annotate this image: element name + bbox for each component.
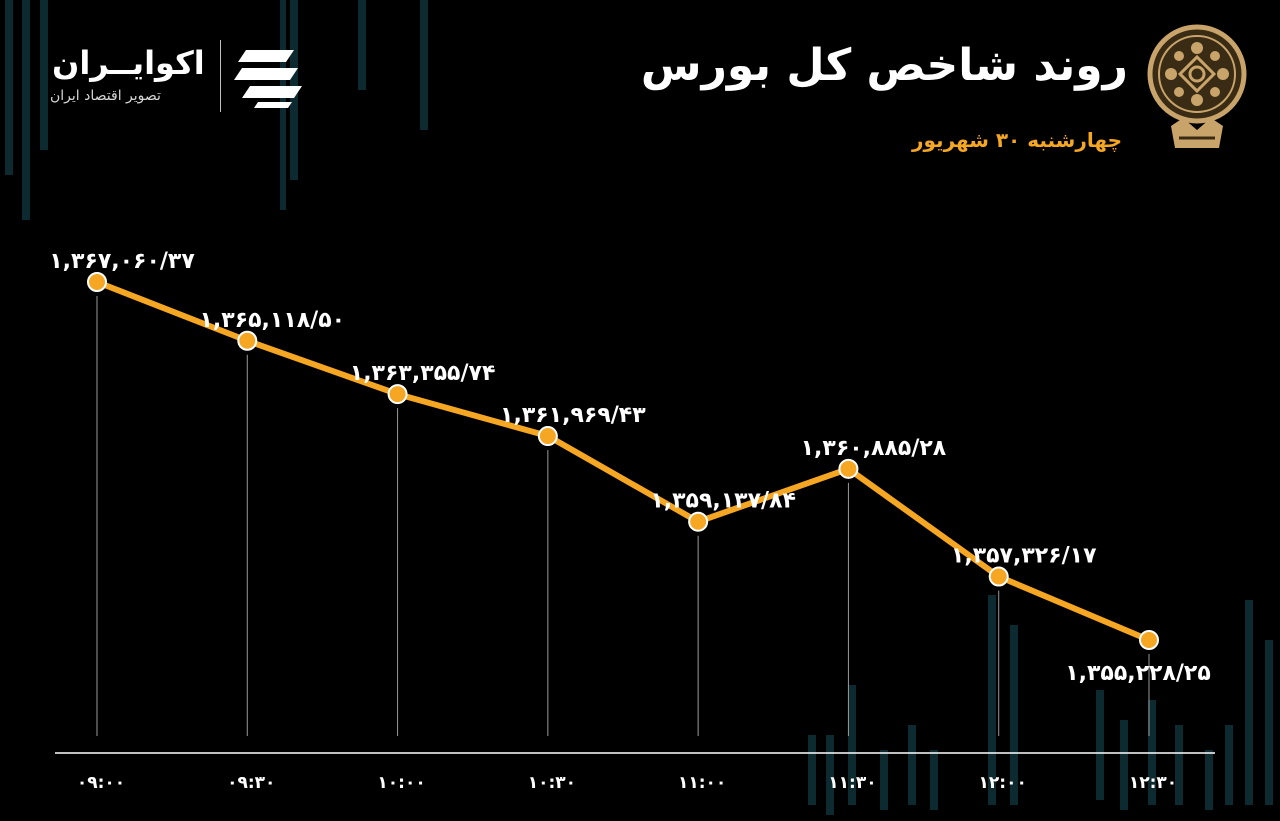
x-tick-label: ۱۲:۰۰ — [979, 773, 1027, 793]
background-bar — [880, 750, 888, 810]
background-bar — [5, 0, 13, 175]
series-line — [94, 279, 1152, 643]
brand-divider — [220, 40, 221, 112]
page-title: روند شاخص کل بورس — [640, 40, 1128, 91]
background-bar — [40, 0, 48, 150]
background-bar — [22, 0, 30, 220]
data-point — [838, 458, 859, 479]
background-bar — [358, 0, 366, 90]
background-bar — [808, 735, 816, 805]
data-point — [537, 426, 558, 447]
data-point — [1139, 630, 1159, 650]
background-bar — [908, 725, 916, 805]
background-bar — [1096, 690, 1104, 800]
x-tick-label: ۱۰:۰۰ — [377, 773, 425, 793]
brand-name: اکوایــران — [52, 44, 205, 82]
background-bar — [930, 750, 938, 810]
data-label: ۱,۳۶۷,۰۶۰/۳۷ — [49, 249, 195, 274]
x-tick-label: ۱۱:۳۰ — [828, 773, 876, 793]
x-tick-label: ۰۹:۳۰ — [227, 773, 275, 793]
tehran-stock-exchange-emblem-icon — [1147, 24, 1247, 148]
data-label: ۱,۳۶۳,۳۵۵/۷۴ — [350, 361, 496, 386]
background-bar — [988, 595, 996, 805]
brand-tagline: تصویر اقتصاد ایران — [50, 88, 161, 104]
data-label: ۱,۳۵۵,۲۲۸/۲۵ — [1065, 661, 1211, 686]
data-label: ۱,۳۶۱,۹۶۹/۴۳ — [500, 403, 646, 428]
background-bar — [420, 0, 428, 130]
x-tick-label: ۱۰:۳۰ — [528, 773, 576, 793]
data-point — [237, 330, 258, 351]
data-label: ۱,۳۶۵,۱۱۸/۵۰ — [199, 308, 345, 333]
data-point — [688, 511, 709, 532]
x-tick-label: ۱۲:۳۰ — [1129, 773, 1177, 793]
date-subtitle: چهارشنبه ۳۰ شهریور — [912, 128, 1122, 152]
background-bar — [1120, 720, 1128, 810]
data-point — [387, 384, 408, 405]
background-bar — [1205, 750, 1213, 810]
background-bar — [848, 685, 856, 805]
data-label: ۱,۳۶۰,۸۸۵/۲۸ — [801, 436, 947, 461]
data-label: ۱,۳۵۷,۳۲۶/۱۷ — [951, 544, 1097, 569]
background-bar — [1010, 625, 1018, 805]
x-tick-label: ۰۹:۰۰ — [77, 773, 125, 793]
background-bar — [1175, 725, 1183, 805]
background-bar — [1245, 600, 1253, 805]
x-tick-label: ۱۱:۰۰ — [678, 773, 726, 793]
data-label: ۱,۳۵۹,۱۳۷/۸۴ — [650, 489, 796, 514]
data-point — [87, 272, 107, 292]
background-bar — [1265, 640, 1273, 805]
ecoiran-logo-icon — [234, 50, 302, 108]
background-bar — [826, 735, 834, 815]
background-bar — [1225, 725, 1233, 805]
data-point — [988, 566, 1009, 587]
